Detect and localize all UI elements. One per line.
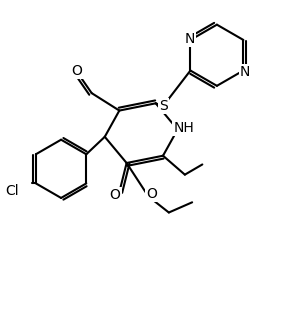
Text: S: S	[159, 99, 167, 113]
Text: O: O	[146, 186, 157, 200]
Text: O: O	[110, 188, 121, 202]
Text: N: N	[185, 32, 195, 46]
Text: N: N	[240, 65, 250, 79]
Text: NH: NH	[174, 121, 194, 135]
Text: O: O	[72, 64, 83, 78]
Text: Cl: Cl	[5, 184, 19, 198]
